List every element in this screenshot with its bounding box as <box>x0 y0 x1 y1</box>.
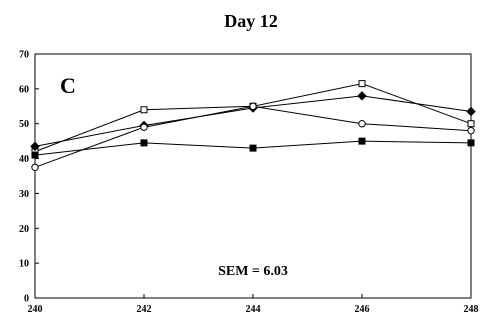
y-tick-label: 10 <box>19 259 29 270</box>
series-line <box>34 105 472 168</box>
data-point <box>466 106 476 117</box>
panel-label: C <box>60 73 76 98</box>
data-point <box>249 102 257 110</box>
data-point <box>30 141 40 152</box>
y-tick-label: 70 <box>19 50 29 61</box>
series-layer <box>30 80 476 171</box>
y-tick-label: 50 <box>19 119 29 130</box>
x-tick-label: 248 <box>464 304 479 315</box>
x-tick-label: 244 <box>246 304 261 315</box>
y-tick-label: 0 <box>24 294 29 305</box>
data-point <box>140 106 148 114</box>
x-axis: 240 242 244 246 248 <box>28 294 479 315</box>
data-point <box>249 144 257 152</box>
data-point <box>31 163 39 171</box>
data-point <box>358 120 366 128</box>
x-tick-label: 246 <box>355 304 370 315</box>
y-tick-label: 60 <box>19 84 29 95</box>
chart-title: Day 12 <box>224 11 278 31</box>
series-open-circle <box>31 102 475 171</box>
data-point <box>140 139 148 147</box>
data-point <box>467 120 475 128</box>
y-axis: 0 10 20 30 40 50 60 70 <box>19 50 39 305</box>
data-point <box>358 137 366 145</box>
series-filled-square <box>31 137 475 159</box>
y-tick-label: 20 <box>19 224 29 235</box>
data-point <box>357 91 367 101</box>
sem-annotation: SEM = 6.03 <box>218 264 288 279</box>
x-tick-label: 242 <box>137 304 152 315</box>
data-point <box>140 123 148 131</box>
data-point <box>467 139 475 147</box>
y-tick-label: 40 <box>19 154 29 165</box>
plot-area <box>34 53 472 299</box>
data-point <box>358 80 366 88</box>
data-point <box>31 151 39 159</box>
y-tick-label: 30 <box>19 189 29 200</box>
data-point <box>467 126 475 135</box>
x-tick-label: 240 <box>28 304 43 315</box>
